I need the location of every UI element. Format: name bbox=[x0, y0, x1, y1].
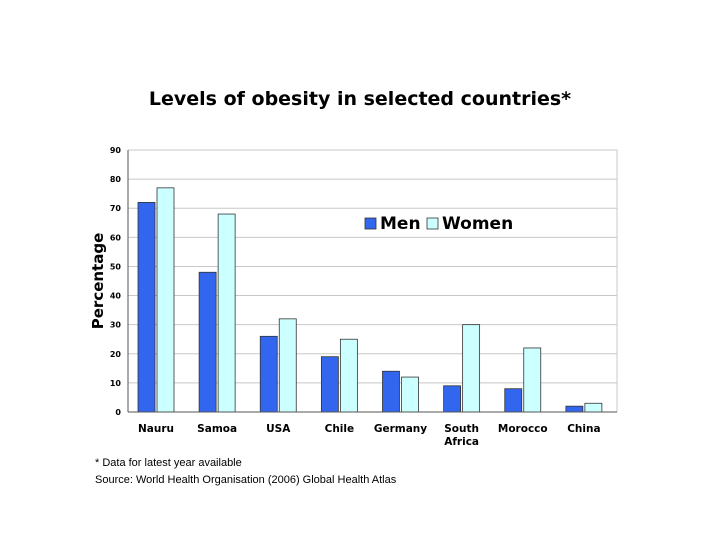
bar-men-usa bbox=[259, 335, 278, 413]
footnote-source: Source: World Health Organisation (2006)… bbox=[95, 474, 397, 486]
y-tick-label: 80 bbox=[110, 175, 122, 184]
bar-men-south-africa bbox=[443, 385, 462, 413]
y-tick-label: 50 bbox=[110, 262, 122, 271]
y-tick-labels: 0 10 20 30 40 50 60 70 80 90 bbox=[110, 146, 122, 417]
bar-men-chile bbox=[320, 356, 339, 413]
y-axis-title: Percentage bbox=[89, 233, 107, 330]
bar-men-nauru bbox=[137, 201, 156, 413]
chart-title: Levels of obesity in selected countries* bbox=[148, 88, 572, 110]
bar-women-morocco bbox=[523, 347, 542, 413]
bar-women-china bbox=[584, 402, 603, 413]
x-category-label: Chile bbox=[325, 423, 355, 435]
y-tick-label: 30 bbox=[110, 321, 122, 330]
y-tick-label: 40 bbox=[110, 292, 122, 301]
legend-swatch-women bbox=[426, 217, 439, 230]
bar-women-nauru bbox=[156, 187, 175, 413]
x-category-label: Morocco bbox=[498, 423, 548, 435]
bar-women-samoa bbox=[217, 213, 236, 413]
bar-women-germany bbox=[401, 376, 419, 413]
x-category-label: Samoa bbox=[197, 423, 237, 435]
bar-men-germany bbox=[382, 370, 400, 413]
y-tick-label: 60 bbox=[110, 233, 122, 242]
y-tick-label: 90 bbox=[110, 146, 122, 155]
axes bbox=[127, 150, 618, 413]
x-category-label: South Africa bbox=[444, 423, 479, 448]
bar-women-chile bbox=[339, 338, 358, 413]
x-category-label: China bbox=[567, 423, 600, 435]
x-category-label: Germany bbox=[374, 423, 427, 435]
y-tick-label: 20 bbox=[110, 350, 122, 359]
x-category-label: Nauru bbox=[138, 423, 174, 435]
grid-lines bbox=[128, 149, 617, 384]
bar-men-morocco bbox=[504, 388, 523, 413]
y-tick-label: 70 bbox=[110, 204, 122, 213]
bar-women-usa bbox=[278, 318, 297, 413]
legend-label-women: Women bbox=[442, 214, 513, 234]
x-category-label: USA bbox=[266, 423, 291, 435]
y-tick-label: 10 bbox=[110, 379, 122, 388]
legend: Men Women bbox=[364, 214, 513, 234]
y-tick-label: 0 bbox=[115, 408, 121, 417]
bar-women-south-africa bbox=[462, 324, 481, 413]
legend-swatch-men bbox=[364, 217, 377, 230]
bar-men-china bbox=[565, 405, 584, 413]
x-category-labels: Nauru Samoa USA Chile Germany South Africa Moro… bbox=[138, 423, 601, 448]
footnote-note: * Data for latest year available bbox=[95, 457, 242, 469]
bars bbox=[137, 187, 603, 413]
bar-men-samoa bbox=[198, 271, 217, 413]
legend-label-men: Men bbox=[380, 214, 421, 234]
